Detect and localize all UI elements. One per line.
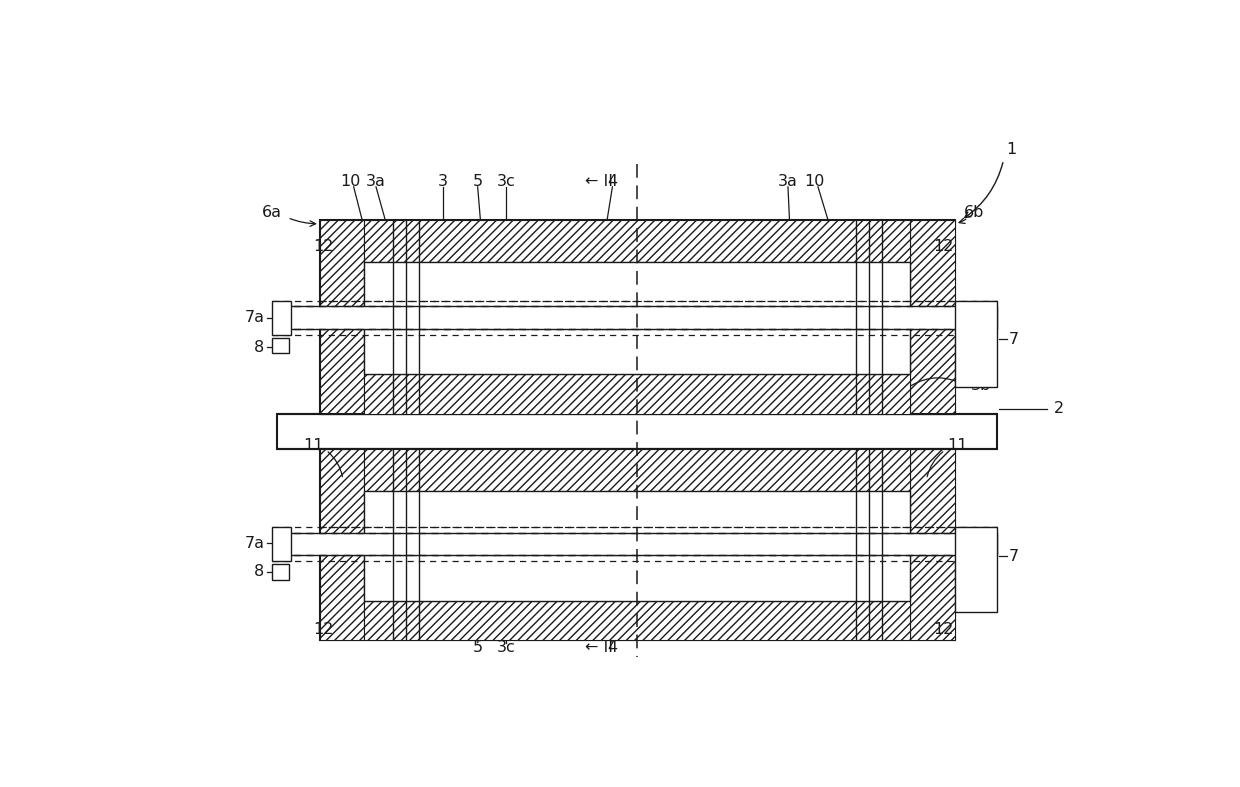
Bar bbox=[272, 564, 289, 579]
Bar bbox=[320, 449, 365, 640]
Text: 12: 12 bbox=[314, 622, 334, 637]
Text: 8: 8 bbox=[254, 339, 264, 354]
Bar bbox=[955, 527, 997, 611]
Bar bbox=[910, 449, 955, 640]
Text: 6b: 6b bbox=[965, 205, 985, 220]
Bar bbox=[278, 414, 997, 449]
Bar bbox=[272, 338, 289, 353]
Text: 12: 12 bbox=[314, 239, 334, 254]
Bar bbox=[910, 220, 955, 414]
Bar bbox=[320, 449, 955, 640]
Text: 4: 4 bbox=[608, 640, 618, 655]
Text: 3c: 3c bbox=[497, 174, 516, 189]
Bar bbox=[281, 534, 997, 555]
Text: 8: 8 bbox=[254, 564, 264, 579]
Text: 5: 5 bbox=[472, 640, 482, 655]
Text: 3a: 3a bbox=[777, 174, 797, 189]
Text: 2: 2 bbox=[1054, 401, 1064, 416]
Bar bbox=[320, 220, 365, 414]
Text: 10: 10 bbox=[341, 174, 361, 189]
Text: 7a: 7a bbox=[244, 536, 264, 551]
Text: 3a: 3a bbox=[366, 174, 386, 189]
Text: 4: 4 bbox=[608, 174, 618, 189]
Text: 7a: 7a bbox=[244, 310, 264, 325]
Bar bbox=[272, 301, 290, 334]
Bar bbox=[365, 220, 910, 262]
Bar bbox=[365, 601, 910, 640]
Text: 3c: 3c bbox=[497, 640, 516, 655]
Text: 5: 5 bbox=[472, 174, 482, 189]
Text: 3b: 3b bbox=[971, 378, 991, 393]
Text: 1: 1 bbox=[1006, 142, 1017, 157]
Text: 7: 7 bbox=[1009, 332, 1019, 347]
Bar bbox=[365, 262, 910, 374]
Text: 3: 3 bbox=[438, 174, 448, 189]
Bar bbox=[365, 491, 910, 601]
Text: 11: 11 bbox=[947, 438, 968, 453]
Text: 6a: 6a bbox=[262, 205, 281, 220]
Text: 12: 12 bbox=[934, 622, 954, 637]
Text: 10: 10 bbox=[804, 174, 825, 189]
Text: ← II: ← II bbox=[585, 640, 614, 655]
Bar bbox=[955, 301, 997, 387]
Bar bbox=[272, 527, 290, 561]
Text: ← II: ← II bbox=[585, 174, 614, 189]
Bar bbox=[365, 449, 910, 491]
Text: 7: 7 bbox=[1009, 549, 1019, 564]
Bar bbox=[365, 374, 910, 414]
Bar bbox=[320, 220, 955, 414]
Bar bbox=[281, 306, 997, 329]
Text: 11: 11 bbox=[303, 438, 324, 453]
Text: 12: 12 bbox=[934, 239, 954, 254]
